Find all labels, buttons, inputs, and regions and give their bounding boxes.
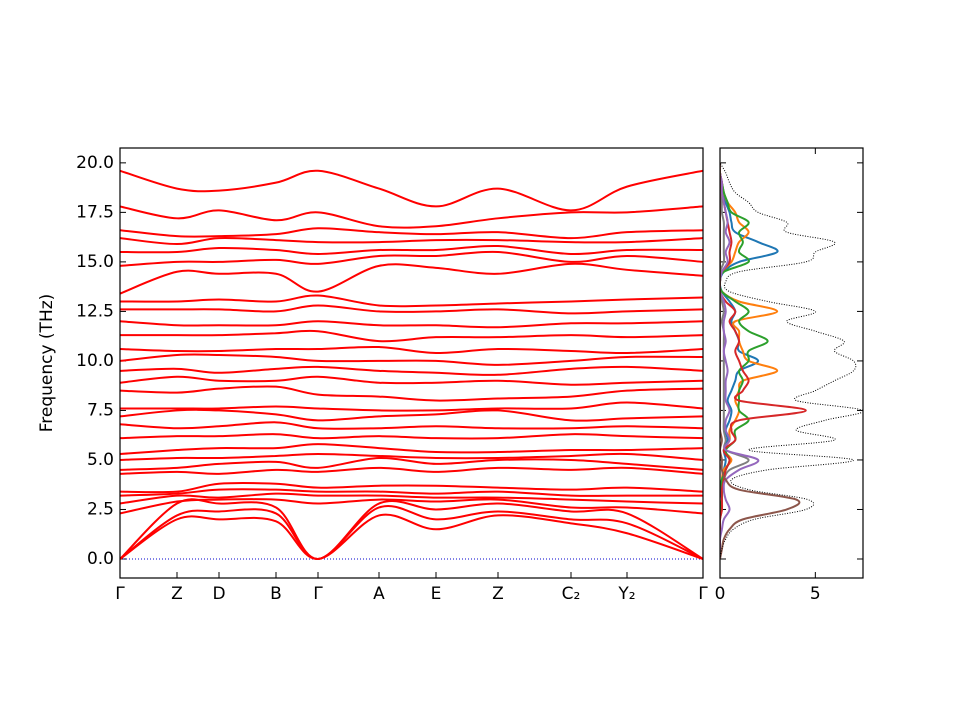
band: [120, 244, 703, 256]
x-tick-label: 0: [715, 584, 726, 604]
band: [120, 375, 703, 386]
band: [120, 498, 703, 515]
x-tick-label: Y₂: [617, 584, 635, 604]
dos-curve: [720, 162, 801, 560]
band: [120, 433, 703, 440]
band: [120, 227, 703, 240]
y-tick-label: 15.0: [76, 252, 114, 272]
band: [120, 385, 703, 402]
band: [120, 329, 703, 343]
dos-curve: [720, 162, 863, 560]
x-tick-label: D: [212, 584, 225, 604]
band: [120, 365, 703, 376]
dos-curve: [720, 162, 760, 559]
x-tick-label: C₂: [562, 584, 581, 604]
dos-curve: [720, 162, 750, 559]
x-tick-label: A: [373, 584, 385, 604]
band: [120, 169, 703, 212]
y-tick-label: 7.5: [87, 400, 114, 420]
band: [120, 294, 703, 308]
band: [120, 345, 703, 355]
band: [120, 304, 703, 315]
x-tick-label: Z: [492, 584, 504, 604]
band: [120, 421, 703, 430]
y-tick-label: 10.0: [76, 351, 114, 371]
band: [120, 320, 703, 329]
band: [120, 466, 703, 475]
band: [120, 481, 703, 494]
x-tick-label: E: [431, 584, 442, 604]
band: [120, 250, 703, 267]
band: [120, 353, 703, 366]
band: [120, 408, 703, 422]
x-tick-label: Γ: [313, 584, 323, 604]
y-tick-label: 17.5: [76, 202, 114, 222]
band: [120, 262, 703, 295]
band: [120, 236, 703, 246]
band: [120, 205, 703, 229]
band: [120, 456, 703, 471]
band: [120, 401, 703, 412]
band: [120, 443, 703, 456]
band: [120, 498, 703, 560]
band: [120, 505, 703, 560]
y-tick-label: 12.5: [76, 301, 114, 321]
x-tick-label: Γ: [698, 584, 708, 604]
y-tick-label: 20.0: [76, 153, 114, 173]
band: [120, 452, 703, 461]
y-tick-label: 0.0: [87, 549, 114, 569]
y-tick-label: 2.5: [87, 499, 114, 519]
x-tick-label: Γ: [115, 584, 125, 604]
band: [120, 488, 703, 497]
y-tick-label: 5.0: [87, 450, 114, 470]
band: [120, 492, 703, 505]
plot-frame: [119, 147, 704, 579]
y-axis-label: Frequency (THz): [37, 294, 57, 433]
dos-curve: [720, 162, 807, 559]
band: [120, 513, 703, 560]
x-tick-label: 5: [810, 584, 821, 604]
plot-frame: [719, 147, 864, 579]
x-tick-label: Z: [171, 584, 183, 604]
x-tick-label: B: [270, 584, 282, 604]
